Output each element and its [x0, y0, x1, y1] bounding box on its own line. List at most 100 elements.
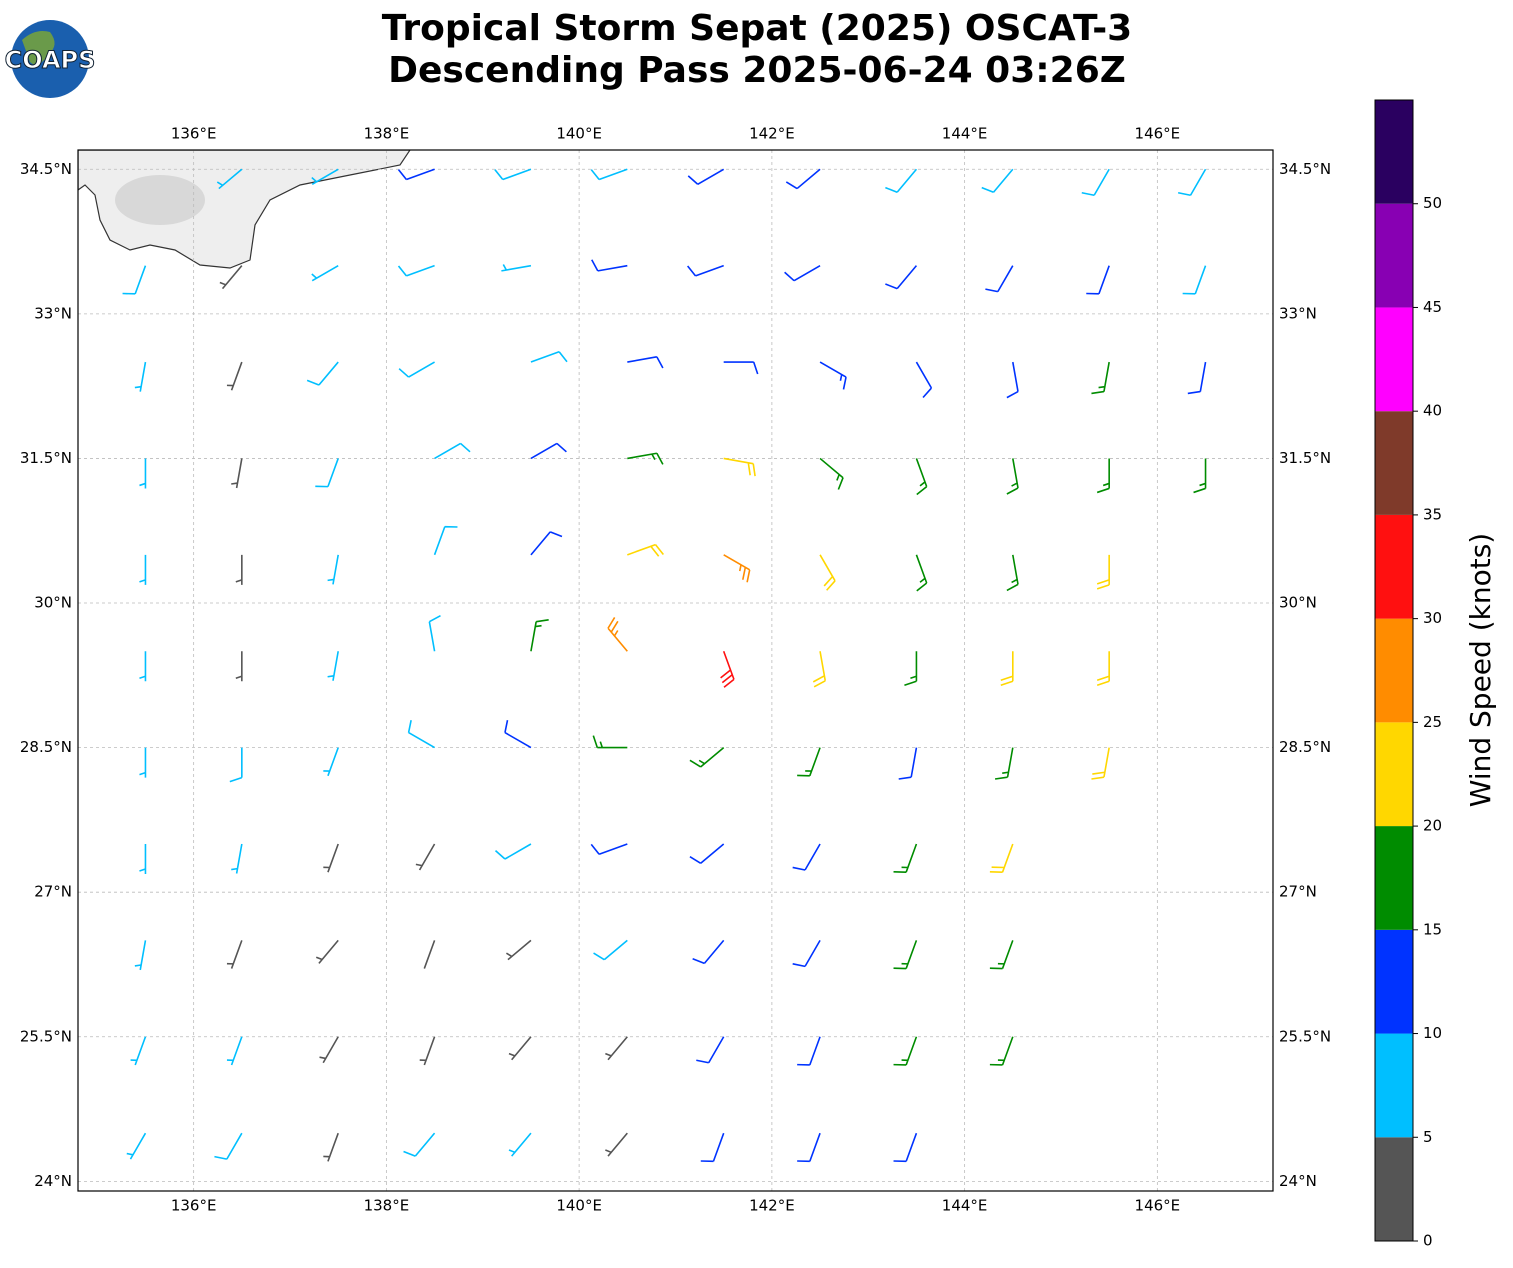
colorbar-tick-label: 0 — [1423, 1232, 1433, 1250]
y-tick-label: 28.5°N — [20, 738, 72, 756]
wind-barb — [819, 361, 847, 390]
wind-barb — [792, 843, 821, 871]
y-tick-label: 31.5°N — [20, 449, 72, 467]
colorbar-tick-label: 30 — [1423, 609, 1442, 627]
wind-barb — [812, 651, 827, 688]
colorbar-frame — [1374, 99, 1414, 1242]
wind-barb — [226, 1036, 243, 1066]
wind-barb — [700, 1132, 725, 1163]
wind-barb — [785, 168, 821, 190]
map-frame — [77, 149, 1274, 1192]
colorbar-tick-label: 45 — [1423, 298, 1442, 316]
wind-barb — [1091, 747, 1110, 780]
wind-barb — [590, 843, 628, 856]
wind-barb — [1096, 458, 1110, 494]
wind-barb — [407, 720, 435, 749]
wind-barb — [311, 168, 339, 185]
wind-barb — [627, 452, 664, 465]
wind-barb — [327, 651, 339, 681]
x-tick-label: 142°E — [749, 1197, 795, 1215]
y-tick-label: 28.5°N — [1279, 738, 1331, 756]
wind-barb — [687, 168, 725, 185]
wind-barb — [1006, 361, 1019, 399]
wind-barb — [994, 747, 1014, 780]
wind-barb — [231, 458, 243, 489]
wind-barb — [627, 356, 664, 369]
y-tick-label: 30°N — [1279, 594, 1317, 612]
wind-barb — [494, 168, 532, 181]
wind-barb — [139, 844, 147, 874]
wind-barb — [893, 843, 918, 873]
wind-barb — [139, 554, 147, 585]
wind-barb — [216, 168, 243, 190]
wind-barb — [1081, 168, 1110, 197]
x-tick-label: 140°E — [556, 125, 602, 143]
wind-barb — [1096, 651, 1110, 686]
wind-barb — [819, 457, 844, 490]
wind-barb — [605, 1036, 628, 1061]
wind-barb — [508, 1036, 532, 1061]
wind-barb — [1086, 265, 1110, 295]
wind-barb — [323, 747, 339, 777]
colorbar-bin — [1375, 100, 1413, 204]
x-tick-label: 136°E — [171, 1197, 217, 1215]
wind-barb — [797, 747, 821, 777]
wind-barb — [692, 939, 725, 965]
wind-barb — [592, 735, 628, 749]
map — [78, 150, 1273, 1191]
wind-barb — [226, 940, 243, 969]
wind-barb — [627, 543, 664, 557]
wind-barb — [403, 1132, 436, 1157]
colorbar-bin — [1375, 826, 1413, 930]
wind-barb — [323, 1132, 339, 1162]
wind-barb — [397, 168, 435, 181]
chart-title: Tropical Storm Sepat (2025) OSCAT-3 — [382, 8, 1132, 49]
wind-barb — [792, 939, 821, 968]
wind-barb — [433, 525, 458, 556]
x-tick-label: 138°E — [364, 125, 410, 143]
wind-barb — [139, 651, 147, 682]
y-tick-label: 30°N — [34, 594, 72, 612]
x-tick-label: 144°E — [942, 125, 988, 143]
colorbar-tick-label: 5 — [1423, 1128, 1433, 1146]
colorbar-bin — [1375, 929, 1413, 1034]
y-tick-label: 25.5°N — [1279, 1027, 1331, 1045]
wind-barb — [723, 554, 751, 583]
wind-barb — [723, 361, 759, 375]
wind-barb — [231, 843, 243, 874]
wind-barb — [723, 457, 756, 477]
wind-barb — [1177, 168, 1207, 197]
y-tick-label: 34.5°N — [20, 160, 72, 178]
wind-barb — [720, 650, 735, 688]
y-tick-label: 24°N — [34, 1172, 72, 1190]
wind-barb — [593, 939, 628, 961]
colorbar-bin — [1375, 411, 1413, 515]
y-tick-label: 34.5°N — [1279, 160, 1331, 178]
wind-barb — [306, 361, 339, 386]
wind-barb — [235, 554, 243, 585]
colorbar-tick-label: 10 — [1423, 1024, 1442, 1042]
wind-barb — [415, 843, 436, 871]
overlay: 136°E 136°E 138°E 138°E 140°E 140°E 142°E 142°E… — [20, 99, 1442, 1250]
terrain — [115, 175, 205, 225]
wind-barb — [1006, 554, 1019, 592]
wind-barb — [784, 264, 821, 282]
logo: COAPS — [4, 20, 96, 98]
wind-barb — [607, 617, 628, 652]
x-tick-label: 142°E — [749, 125, 795, 143]
y-tick-label: 27°N — [1279, 883, 1317, 901]
wind-barb — [434, 442, 471, 460]
wind-barb — [311, 264, 339, 282]
y-tick-label: 33°N — [34, 304, 72, 322]
colorbar-bin — [1375, 1137, 1413, 1241]
wind-barb — [229, 747, 243, 783]
wind-barb — [219, 265, 243, 290]
colorbar-tick-label: 20 — [1423, 817, 1442, 835]
wind-barb — [504, 720, 532, 749]
wind-barb — [214, 1132, 243, 1160]
wind-barb — [1187, 361, 1207, 395]
wind-barb — [126, 1132, 147, 1160]
wind-barb — [904, 651, 918, 686]
colorbar-tick-label: 25 — [1423, 713, 1442, 731]
